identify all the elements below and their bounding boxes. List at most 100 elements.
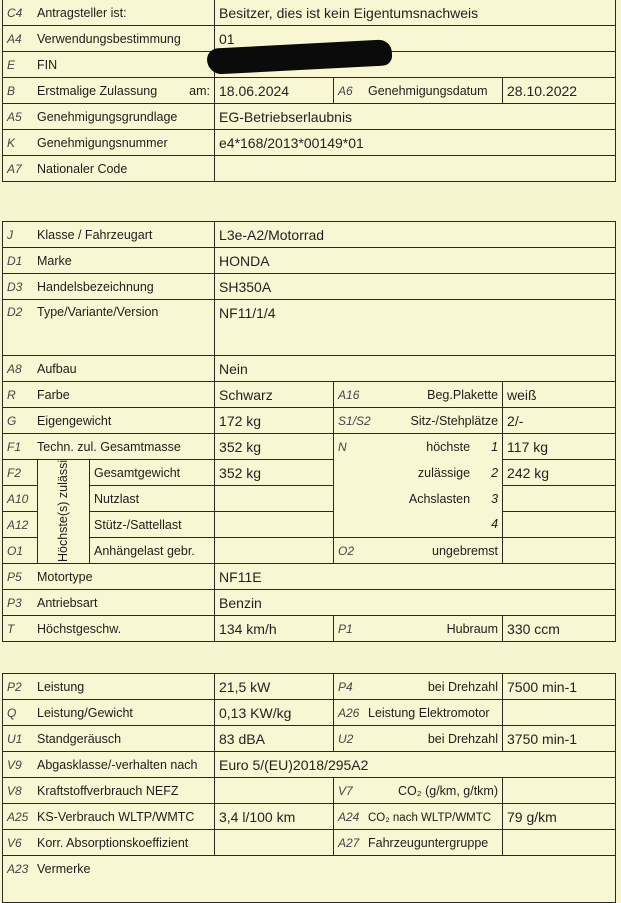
row-a25: A25 KS-Verbrauch WLTP/WMTC 3,4 l/100 km A24… xyxy=(2,803,616,830)
table-cell: S1/S2 Sitz-/Stehplätze xyxy=(333,407,504,434)
section-vehicle: J Klasse / Fahrzeugart L3e-A2/Motorrad D1 M… xyxy=(1,221,617,642)
table-cell: U2 bei Drehzahl xyxy=(333,725,503,752)
table-cell: D3 Handelsbezeichnung xyxy=(1,273,216,300)
field-code: P1 xyxy=(338,621,353,636)
field-code: D1 xyxy=(7,253,23,268)
row-d2: D2 Type/Variante/Version NF11/1/4 xyxy=(1,299,617,356)
field-value: L3e-A2/Motorrad xyxy=(214,221,617,248)
field-code: D3 xyxy=(7,279,23,294)
field-label: Kraftstoffverbrauch NEFZ xyxy=(37,783,179,798)
field-label: Höchstgeschw. xyxy=(37,621,122,636)
axle-label: höchste xyxy=(426,439,471,454)
table-cell: A6 Genehmigungsdatum xyxy=(333,77,503,104)
field-value xyxy=(214,537,335,564)
axle-number: 1 xyxy=(491,439,499,454)
table-cell: K Genehmigungsnummer xyxy=(2,129,215,156)
field-code: A10 xyxy=(2,485,38,512)
field-value: 18.06.2024 xyxy=(214,77,334,104)
row-a23: A23 Vermerke xyxy=(2,855,616,903)
row-d3: D3 Handelsbezeichnung SH350A xyxy=(1,273,617,300)
field-code: V6 xyxy=(7,835,22,850)
field-value: 134 km/h xyxy=(214,615,335,642)
field-value: 172 kg xyxy=(214,407,335,434)
field-code: A26 xyxy=(338,705,360,720)
field-label: Verwendungsbestimmung xyxy=(37,31,181,46)
row-p2: P2 Leistung 21,5 kW P4 bei Drehzahl 7500 min-… xyxy=(2,673,616,700)
table-cell: P2 Leistung xyxy=(2,673,215,700)
row-d1: D1 Marke HONDA xyxy=(1,247,617,274)
field-value: Euro 5/(EU)2018/295A2 xyxy=(214,751,616,778)
row-o1: O1 Anhängelast gebr. O2 ungebremst xyxy=(2,537,617,564)
section-engine: P2 Leistung 21,5 kW P4 bei Drehzahl 7500 min-… xyxy=(2,673,616,903)
field-value: 352 kg xyxy=(214,433,335,460)
field-code: J xyxy=(7,227,13,242)
field-label: Eigengewicht xyxy=(37,413,112,428)
field-label: Fahrzeuguntergruppe xyxy=(368,835,489,850)
field-code: A25 xyxy=(7,809,29,824)
table-cell: V8 Kraftstoffverbrauch NEFZ xyxy=(2,777,215,804)
field-label: Abgasklasse/-verhalten nach xyxy=(37,757,198,772)
field-value xyxy=(214,829,334,856)
table-cell: U1 Standgeräusch xyxy=(2,725,215,752)
field-label: Marke xyxy=(37,253,72,268)
field-code: P3 xyxy=(7,595,22,610)
table-cell: B Erstmalige Zulassung am: xyxy=(2,77,215,104)
row-k: K Genehmigungsnummer e4*168/2013*00149*01 xyxy=(2,129,616,156)
field-value: e4*168/2013*00149*01 xyxy=(214,129,616,156)
field-label: KS-Verbrauch WLTP/WMTC xyxy=(37,809,195,824)
field-code: P4 xyxy=(338,679,353,694)
row-a7: A7 Nationaler Code xyxy=(2,155,616,182)
axle-number: 3 xyxy=(491,491,499,506)
field-code: D2 xyxy=(7,305,23,319)
field-value xyxy=(214,511,335,538)
row-b: B Erstmalige Zulassung am: 18.06.2024 A6 Gene… xyxy=(2,77,616,104)
field-code: P2 xyxy=(7,679,22,694)
table-cell: Achslasten 3 xyxy=(333,485,504,512)
row-a10: A10 Nutzlast Achslasten 3 xyxy=(2,485,617,512)
field-code: A6 xyxy=(338,83,353,98)
field-value: 28.10.2022 xyxy=(502,77,616,104)
field-code: G xyxy=(7,413,17,428)
field-label: Korr. Absorptionskoeffizient xyxy=(37,835,189,850)
field-code: B xyxy=(7,83,16,98)
field-label: Standgeräusch xyxy=(37,731,122,746)
row-p3: P3 Antriebsart Benzin xyxy=(1,589,617,616)
axle-value xyxy=(502,485,617,512)
row-a8: A8 Aufbau Nein xyxy=(1,355,617,382)
field-label: Genehmigungsgrundlage xyxy=(37,109,178,124)
field-value: Benzin xyxy=(214,589,617,616)
field-value: NF11/1/4 xyxy=(214,299,617,356)
field-value xyxy=(214,777,334,804)
field-code: R xyxy=(7,387,16,402)
table-cell: R Farbe xyxy=(1,381,216,408)
table-cell: A24 CO₂ nach WLTP/WMTC xyxy=(333,803,503,830)
field-label: Type/Variante/Version xyxy=(37,305,159,319)
table-cell: D1 Marke xyxy=(1,247,216,274)
field-code: A5 xyxy=(7,109,22,124)
table-cell: A23 Vermerke xyxy=(2,855,616,903)
field-suffix: am: xyxy=(189,83,210,98)
table-cell: P4 bei Drehzahl xyxy=(333,673,503,700)
row-f2: F2 Höchste(s) zulässige(s) Gesamtgewicht 35… xyxy=(2,459,617,564)
field-label: Aufbau xyxy=(37,361,77,376)
row-a5: A5 Genehmigungsgrundlage EG-Betriebserlaub… xyxy=(2,103,616,130)
field-code: A7 xyxy=(7,161,22,176)
field-label: Vermerke xyxy=(37,862,91,876)
table-cell: 4 xyxy=(333,511,504,538)
row-u1: U1 Standgeräusch 83 dBA U2 bei Drehzahl 3750 … xyxy=(2,725,616,752)
table-cell: P3 Antriebsart xyxy=(1,589,216,616)
row-v9: V9 Abgasklasse/-verhalten nach Euro 5/(EU)… xyxy=(2,751,616,778)
table-cell: T Höchstgeschw. xyxy=(1,615,216,642)
table-cell: V6 Korr. Absorptionskoeffizient xyxy=(2,829,215,856)
field-label: Motortype xyxy=(37,569,93,584)
field-code: A27 xyxy=(338,835,360,850)
field-label: Klasse / Fahrzeugart xyxy=(37,227,153,242)
table-cell: A7 Nationaler Code xyxy=(2,155,215,182)
field-label: Techn. zul. Gesamtmasse xyxy=(37,439,181,454)
field-label: Leistung Elektromotor xyxy=(368,705,490,720)
axle-label: Achslasten xyxy=(408,491,471,506)
field-value xyxy=(214,155,616,182)
field-code: A8 xyxy=(7,361,22,376)
table-cell: A27 Fahrzeuguntergruppe xyxy=(333,829,503,856)
